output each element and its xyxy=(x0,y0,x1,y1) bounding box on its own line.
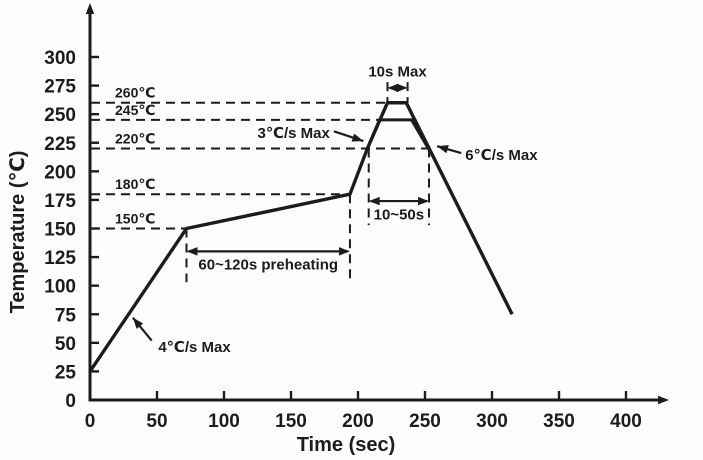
x-tick-label-100: 100 xyxy=(208,411,240,432)
y-tick-label-225: 225 xyxy=(44,134,76,155)
y-tick-label-50: 50 xyxy=(55,334,76,355)
x-tick-label-0: 0 xyxy=(85,411,96,432)
arrowhead-left-peak-dwell xyxy=(387,83,399,93)
arrowhead-left-preheat-window xyxy=(186,247,198,256)
cropped-character-artifact: ¨ xyxy=(231,0,237,13)
arrowhead-left-time-above-220 xyxy=(368,196,380,206)
arrowhead-ramp-up-rate xyxy=(351,133,364,142)
x-tick-label-250: 250 xyxy=(409,411,441,432)
y-axis-title: Temperature (℃) xyxy=(7,151,29,314)
chart-generated-layer: 0 25 50 75 100 125 150 175 200 225 250 275 300 0 50 100… xyxy=(44,3,669,432)
y-tick-label-25: 25 xyxy=(55,362,77,383)
label-preheat-window: 60~120s preheating xyxy=(198,257,338,274)
ref-label-220: 220℃ xyxy=(115,130,155,146)
y-tick-label-75: 75 xyxy=(55,305,77,326)
arrowhead-right-time-above-220 xyxy=(418,196,430,206)
arrowhead-right-peak-dwell xyxy=(396,83,408,93)
ref-label-180: 180℃ xyxy=(115,176,155,192)
y-tick-label-250: 250 xyxy=(44,105,76,126)
y-axis-arrowhead-icon xyxy=(85,3,95,14)
reflow-profile-peak-245 xyxy=(365,118,435,158)
x-tick-label-150: 150 xyxy=(275,411,307,432)
label-cooling-rate: 6℃/s Max xyxy=(465,147,538,164)
x-tick-label-350: 350 xyxy=(543,411,575,432)
ref-label-150: 150℃ xyxy=(115,211,155,227)
y-tick-label-175: 175 xyxy=(44,191,76,212)
y-tick-label-300: 300 xyxy=(44,48,76,69)
arrowhead-cooling-rate xyxy=(437,145,449,154)
label-ramp-up-rate: 3℃/s Max xyxy=(257,125,330,142)
label-time-above-220: 10~50s xyxy=(374,206,424,223)
label-preheat-ramp-rate: 4℃/s Max xyxy=(158,339,231,356)
ref-label-260: 260℃ xyxy=(115,85,155,101)
arrowhead-right-preheat-window xyxy=(338,247,350,256)
y-tick-label-275: 275 xyxy=(44,77,76,98)
x-axis-arrowhead-icon xyxy=(658,395,669,405)
x-tick-label-50: 50 xyxy=(146,411,167,432)
ref-label-245: 245℃ xyxy=(115,102,155,118)
label-peak-dwell: 10s Max xyxy=(368,63,427,80)
x-axis-title: Time (sec) xyxy=(297,434,396,456)
y-tick-label-150: 150 xyxy=(44,220,76,241)
arrowhead-preheat-ramp-rate xyxy=(132,317,144,329)
y-tick-label-200: 200 xyxy=(44,162,76,183)
y-tick-label-100: 100 xyxy=(44,277,76,298)
x-tick-label-400: 400 xyxy=(610,411,642,432)
y-tick-label-125: 125 xyxy=(44,248,76,269)
x-tick-label-300: 300 xyxy=(476,411,508,432)
x-tick-label-200: 200 xyxy=(342,411,374,432)
y-tick-label-0: 0 xyxy=(65,391,76,412)
